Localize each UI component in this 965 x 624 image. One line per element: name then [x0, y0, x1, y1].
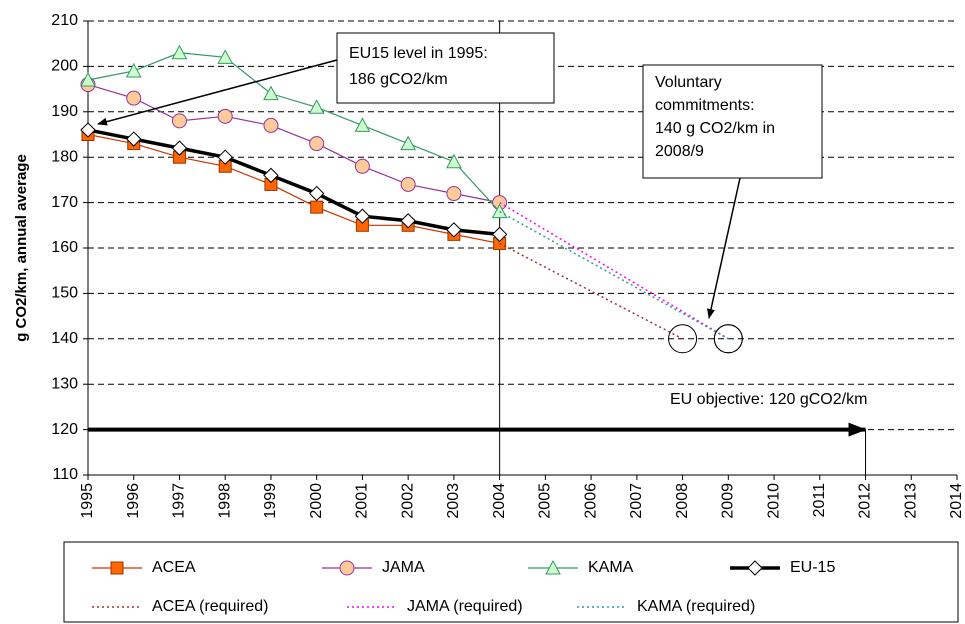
legend-marker — [545, 559, 561, 575]
data-point — [80, 122, 96, 138]
data-point — [446, 153, 462, 169]
legend-marker — [747, 560, 763, 576]
data-point — [354, 208, 371, 224]
legend-label: KAMA — [588, 559, 634, 576]
legend-label: EU-15 — [790, 559, 835, 576]
y-tick-label: 120 — [51, 421, 78, 438]
x-tick-label: 2008 — [674, 483, 691, 519]
annotation-text: EU15 level in 1995: — [349, 45, 488, 62]
legend-label: ACEA (required) — [152, 598, 269, 615]
data-point — [126, 131, 142, 147]
x-tick-label: 1997 — [171, 483, 188, 519]
data-point — [217, 49, 234, 64]
data-point — [263, 167, 279, 184]
data-point — [400, 135, 416, 151]
data-point — [491, 226, 508, 243]
annotation-arrow — [97, 59, 338, 126]
data-point — [354, 117, 371, 132]
x-tick-label: 2005 — [537, 483, 554, 519]
x-tick-label: 2004 — [491, 483, 508, 519]
data-point — [171, 140, 188, 156]
y-axis-label: g CO2/km, annual average — [13, 154, 30, 342]
target-circle — [668, 324, 698, 354]
y-tick-label: 180 — [51, 148, 78, 165]
series-line — [499, 211, 729, 340]
legend — [63, 541, 959, 623]
objective-label: EU objective: 120 gCO2/km — [670, 391, 867, 408]
legend-marker — [339, 560, 355, 576]
data-point — [400, 213, 416, 229]
x-tick-label: 2002 — [399, 483, 416, 519]
series-line — [87, 128, 500, 237]
annotation-text: Voluntary — [655, 74, 722, 91]
data-point — [310, 200, 324, 214]
annotation-box — [642, 64, 823, 179]
data-point — [217, 108, 233, 124]
series-line — [87, 52, 501, 213]
x-tick-label: 1998 — [216, 483, 233, 519]
data-point — [80, 71, 96, 87]
series-line — [87, 133, 500, 245]
legend-label: JAMA — [382, 559, 425, 576]
data-point — [400, 176, 416, 192]
x-tick-label: 1995 — [79, 483, 96, 519]
data-point — [491, 203, 508, 219]
legend-label: ACEA — [152, 559, 196, 576]
data-point — [126, 90, 142, 106]
data-point — [354, 158, 370, 174]
data-point — [446, 222, 462, 238]
x-tick-label: 1999 — [262, 483, 279, 519]
y-tick-label: 210 — [51, 12, 78, 29]
x-tick-label: 2001 — [354, 483, 371, 519]
y-tick-label: 170 — [51, 194, 78, 211]
annotation-text: commitments: — [655, 97, 755, 114]
annotation-text: 186 gCO2/km — [349, 71, 448, 88]
x-tick-label: 2013 — [902, 483, 919, 519]
annotation-text: 140 g CO2/km in — [655, 120, 775, 137]
series-line — [87, 83, 500, 204]
data-point — [171, 44, 188, 60]
y-tick-label: 160 — [51, 239, 78, 256]
data-point — [125, 62, 142, 78]
x-tick-label: 2006 — [582, 483, 599, 519]
series-line — [499, 242, 683, 340]
x-tick-label: 2009 — [720, 483, 737, 519]
data-point — [446, 186, 462, 202]
annotation-arrow — [707, 177, 741, 319]
legend-marker — [110, 561, 124, 575]
data-point — [308, 185, 325, 202]
data-point — [309, 136, 325, 152]
data-point — [171, 113, 187, 129]
target-circle — [713, 324, 743, 354]
x-tick-label: 2000 — [308, 483, 325, 519]
x-tick-label: 2007 — [628, 483, 645, 519]
x-tick-label: 2012 — [857, 483, 874, 519]
legend-label: KAMA (required) — [637, 598, 755, 615]
x-tick-label: 2010 — [765, 483, 782, 519]
y-tick-label: 190 — [51, 103, 78, 120]
x-tick-label: 2011 — [811, 483, 828, 518]
x-tick-label: 1996 — [125, 483, 142, 519]
x-tick-label: 2014 — [948, 483, 965, 519]
y-tick-label: 110 — [52, 466, 78, 483]
series-line — [499, 201, 729, 340]
data-point — [263, 117, 279, 133]
annotation-text: 2008/9 — [655, 143, 704, 160]
data-point — [263, 85, 279, 101]
legend-label: JAMA (required) — [407, 598, 523, 615]
x-tick-label: 2003 — [445, 483, 462, 519]
data-point — [217, 149, 233, 165]
annotation-box — [336, 32, 555, 104]
y-tick-label: 140 — [51, 330, 78, 347]
y-tick-label: 200 — [51, 58, 78, 75]
y-tick-label: 130 — [51, 375, 78, 392]
data-point — [308, 99, 325, 114]
y-tick-label: 150 — [51, 285, 78, 302]
